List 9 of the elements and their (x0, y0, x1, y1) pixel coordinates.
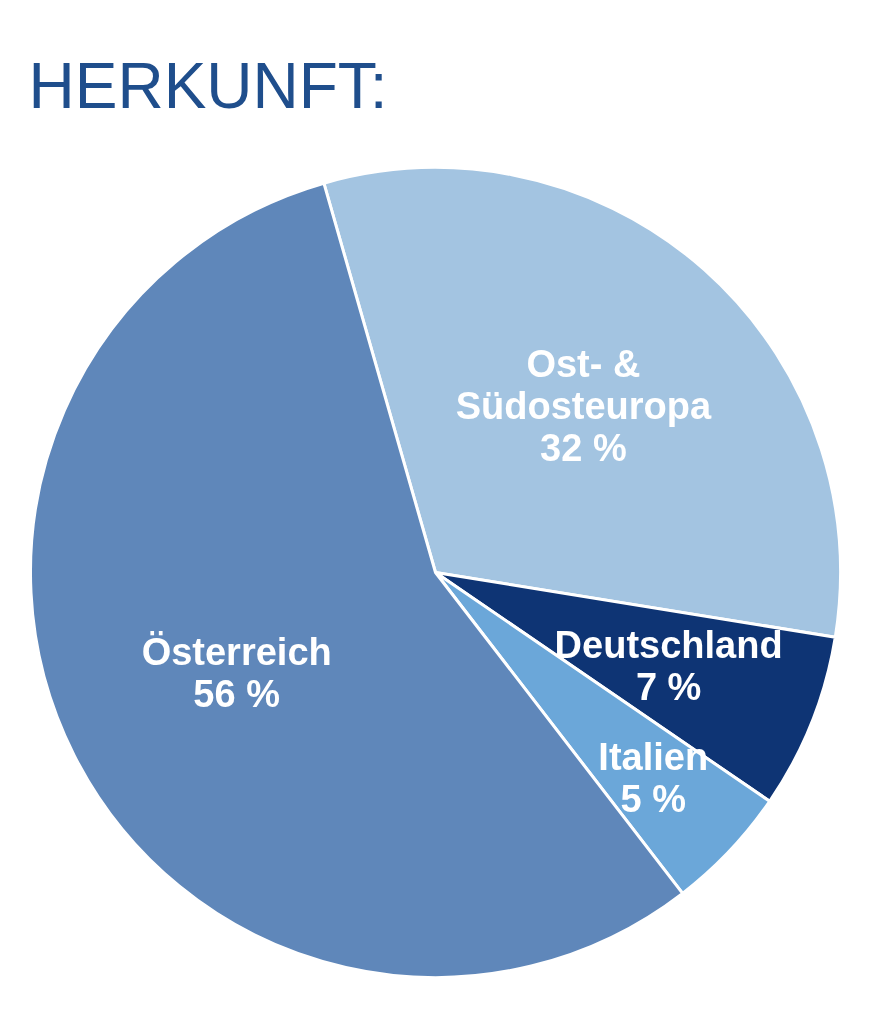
data-label: 32 % (540, 426, 627, 469)
data-label: 7 % (635, 665, 702, 708)
slice-label: Österreich (141, 630, 332, 673)
data-label: 5 % (620, 778, 686, 821)
slice-label: Italien (598, 736, 709, 779)
data-label: 56 % (193, 672, 280, 715)
slice-label: Deutschland (554, 623, 783, 666)
slice-label: Ost- & Südosteuropa (455, 342, 712, 427)
chart-title: HERKUNFT: (28, 49, 388, 122)
